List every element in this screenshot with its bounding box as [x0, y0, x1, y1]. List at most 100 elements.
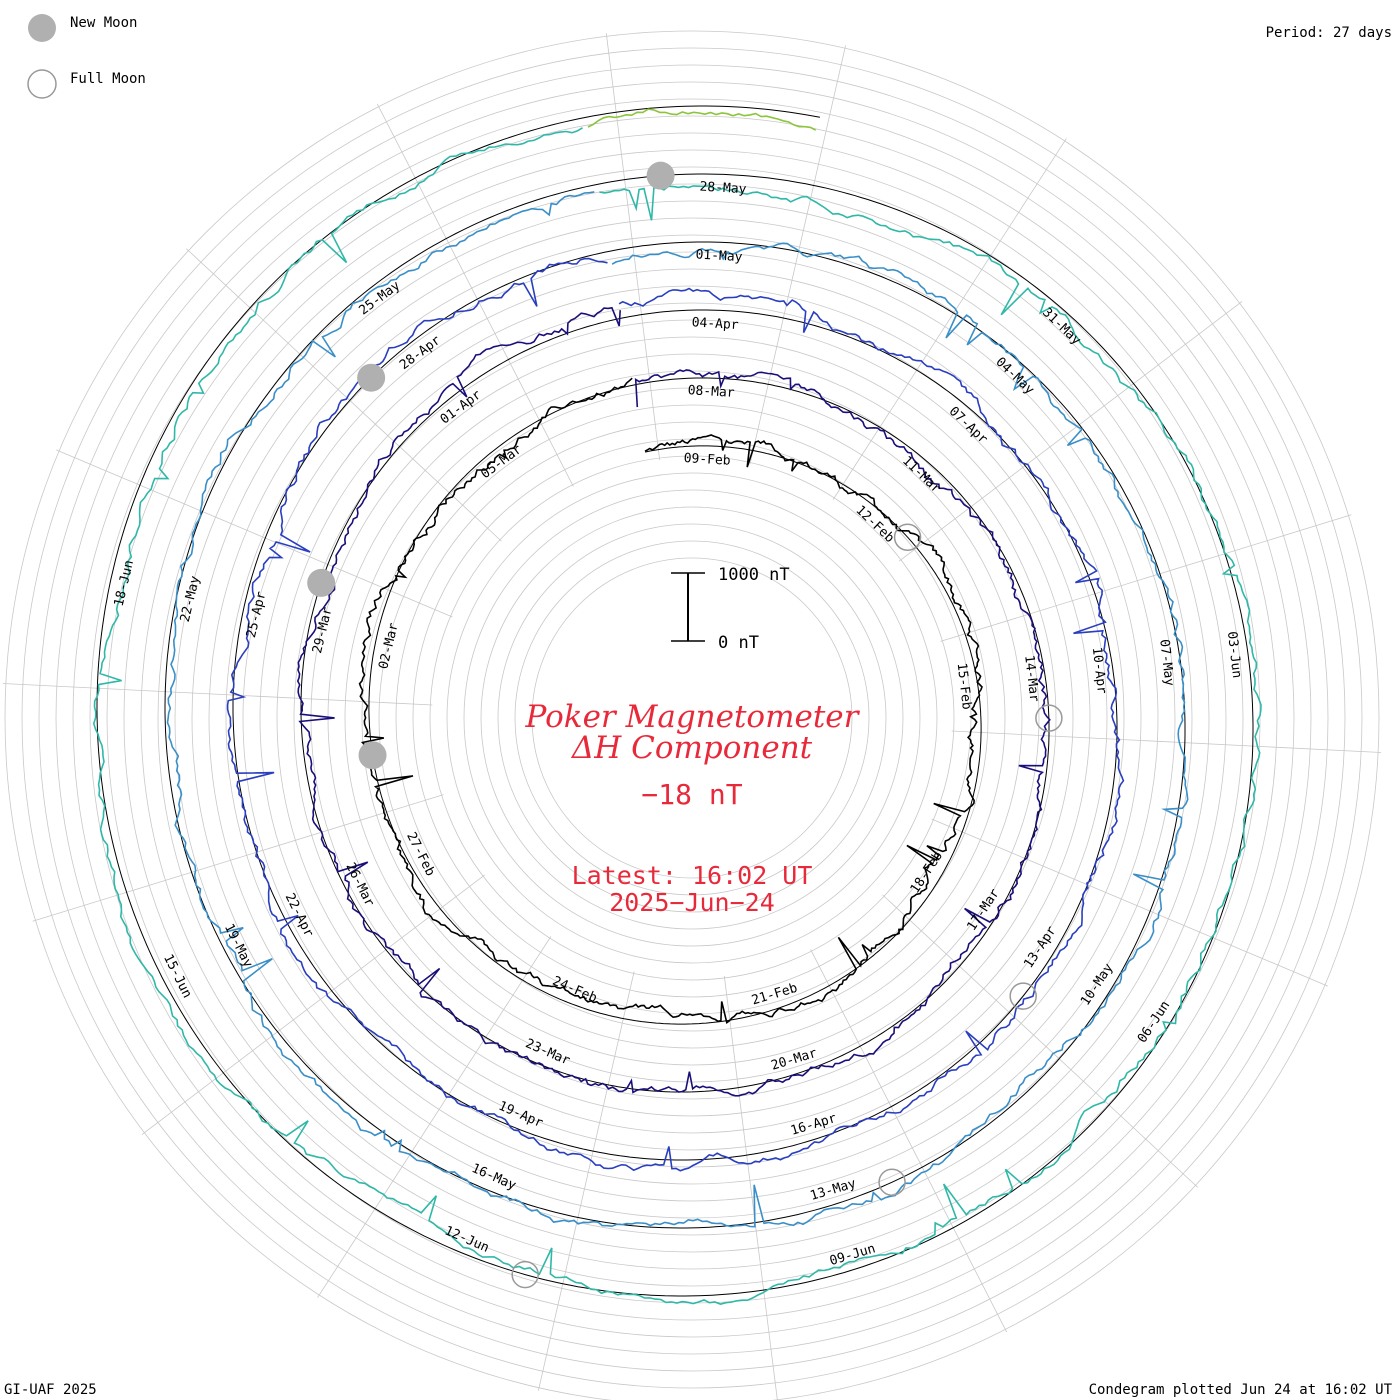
date-label: 20-Mar — [770, 1046, 819, 1074]
grid-spoke — [940, 514, 1352, 642]
new-moon-marker — [307, 568, 336, 597]
grid-spoke — [32, 794, 444, 922]
latest-date: 2025−Jun−24 — [609, 888, 775, 917]
date-label: 22-Apr — [282, 891, 317, 940]
date-label: 04-May — [992, 355, 1037, 398]
trace-turn-2 — [296, 306, 1051, 1097]
new-moon-marker — [358, 741, 387, 770]
date-label: 15-Jun — [160, 952, 194, 1001]
date-label: 11-Mar — [899, 454, 944, 497]
grid-circle — [480, 506, 904, 930]
current-value: −18 nT — [641, 778, 742, 811]
date-label: 10-Apr — [1089, 646, 1109, 695]
date-label: 07-May — [1156, 639, 1176, 688]
latest-time: Latest: 16:02 UT — [572, 861, 813, 890]
grid-spoke — [141, 874, 485, 1135]
date-label: 15-Feb — [954, 662, 974, 711]
grid-circle — [140, 166, 1244, 1270]
grid-spoke — [810, 949, 1008, 1333]
moon-markers — [307, 161, 1063, 1289]
grid-circle — [38, 64, 1346, 1372]
grid-spoke — [185, 248, 502, 542]
grid-circle — [225, 251, 1159, 1185]
polar-grid — [4, 30, 1380, 1400]
grid-circle — [293, 319, 1091, 1117]
date-label: 26-Mar — [342, 860, 377, 909]
grid-circle — [463, 489, 921, 947]
date-label: 13-May — [809, 1176, 858, 1204]
center-panel: 1000 nT 0 nT Poker Magnetometer ΔH Compo… — [525, 565, 861, 917]
spiral-traces — [92, 108, 1262, 1305]
grid-circle — [208, 234, 1176, 1202]
date-label: 01-May — [695, 247, 743, 265]
grid-circle — [446, 472, 938, 964]
grid-spoke — [899, 301, 1243, 562]
grid-circle — [191, 217, 1193, 1219]
grid-circle — [531, 557, 853, 879]
full-moon-icon — [27, 69, 57, 99]
trace-turn-3 — [226, 257, 1125, 1172]
grid-circle — [259, 285, 1125, 1151]
legend: New Moon Full Moon — [27, 14, 146, 99]
grid-spoke — [376, 103, 574, 487]
credit-label: GI-UAF 2025 — [4, 1382, 97, 1398]
grid-spoke — [2, 683, 433, 706]
grid-spoke — [605, 33, 661, 461]
grid-circle — [310, 336, 1074, 1100]
date-label: 18-Jun — [112, 559, 137, 608]
grid-spoke — [931, 818, 1328, 987]
full-moon-marker — [511, 1260, 539, 1289]
grid-circle — [378, 404, 1006, 1032]
date-label: 29-Mar — [310, 606, 336, 655]
grid-spoke — [723, 975, 778, 1400]
grid-circle — [395, 421, 989, 1015]
date-label: 12-Feb — [852, 503, 897, 546]
grid-circle — [89, 115, 1295, 1321]
full-moon-marker — [893, 523, 922, 551]
trace-turn-5 — [92, 127, 1262, 1305]
grid-spoke — [749, 45, 847, 465]
period-label: Period: 27 days — [1266, 25, 1392, 41]
new-moon-icon — [28, 14, 56, 42]
grid-circle — [123, 149, 1261, 1287]
grid-circle — [242, 268, 1142, 1168]
grid-spoke — [537, 971, 635, 1391]
grid-circle — [497, 523, 887, 913]
date-label: 02-Mar — [376, 621, 402, 670]
grid-circle — [157, 183, 1227, 1253]
grid-circle — [514, 540, 870, 896]
plotted-label: Condegram plotted Jun 24 at 16:02 UT — [1089, 1382, 1393, 1398]
grid-circle — [174, 200, 1210, 1236]
trace-turn-6 — [587, 108, 817, 131]
grid-circle — [361, 387, 1023, 1049]
date-label: 03-Jun — [1224, 631, 1244, 679]
date-label: 07-Apr — [946, 404, 991, 447]
date-label: 22-May — [178, 574, 204, 623]
date-label: 28-May — [699, 180, 747, 198]
date-label: 08-Mar — [687, 383, 735, 401]
grid-circle — [429, 455, 955, 981]
radial-spokes — [2, 33, 1382, 1400]
grid-circle — [72, 98, 1312, 1338]
scale-top-label: 1000 nT — [718, 565, 790, 585]
grid-spoke — [951, 730, 1382, 753]
new-moon-label: New Moon — [70, 15, 137, 31]
grid-circle — [4, 30, 1380, 1400]
date-label: 09-Feb — [683, 451, 731, 469]
full-moon-label: Full Moon — [70, 71, 146, 87]
grid-spoke — [56, 449, 453, 618]
date-label: 27-Feb — [403, 830, 438, 879]
trace-turn-1 — [358, 377, 983, 1025]
full-moon-marker — [1035, 704, 1063, 732]
grid-circle — [55, 81, 1329, 1355]
trace-turn-4 — [166, 191, 1189, 1228]
date-label: 14-Mar — [1021, 654, 1041, 703]
full-moon-marker — [878, 1168, 906, 1196]
date-label: 13-Apr — [1021, 924, 1059, 972]
grid-spoke — [882, 894, 1199, 1188]
date-label: 04-Apr — [691, 315, 739, 333]
grid-circle — [21, 47, 1363, 1389]
grid-spoke — [832, 138, 1067, 500]
date-label: 10-May — [1078, 961, 1116, 1009]
